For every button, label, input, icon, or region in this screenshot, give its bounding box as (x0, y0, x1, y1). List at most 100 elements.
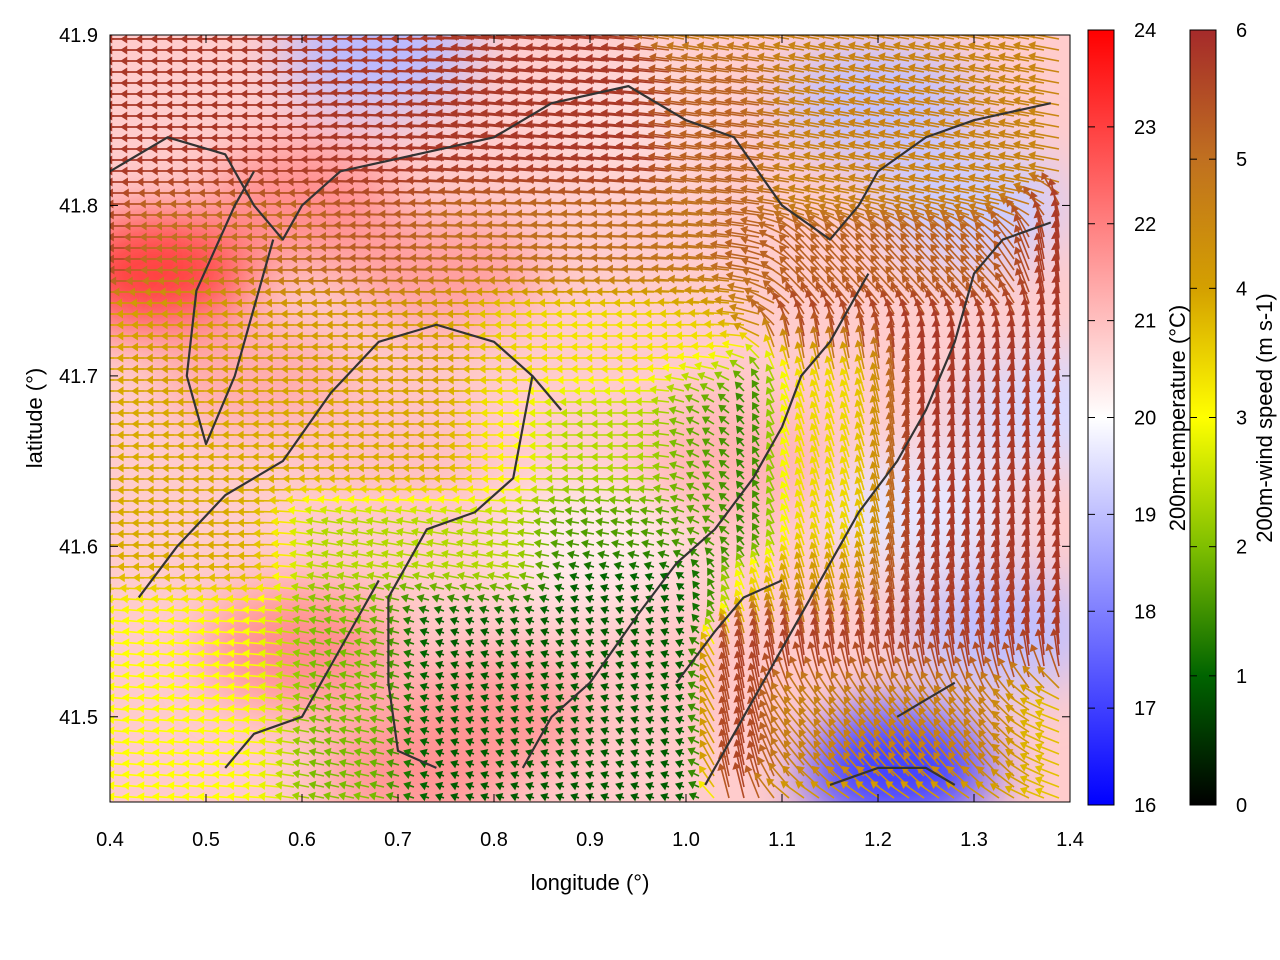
wind-arrow (555, 130, 595, 140)
wind-arrow (555, 163, 595, 173)
wind-arrow (600, 152, 640, 162)
wind-arrow (510, 141, 550, 151)
wind-arrow (405, 65, 445, 75)
wind-colorbar-label: 200m-wind speed (m s-1) (1252, 293, 1277, 542)
x-tick-label: 1.0 (672, 829, 700, 851)
wind-arrow (540, 35, 580, 41)
wind-arrow (600, 97, 640, 107)
wind-arrow (601, 175, 640, 185)
wind-arrow (540, 152, 580, 162)
colorbar-tick-label: 17 (1134, 698, 1156, 720)
wind-arrow (406, 175, 445, 185)
colorbar-tick-label: 18 (1134, 601, 1156, 623)
wind-arrow (110, 269, 115, 271)
wind-arrow (1012, 41, 1045, 51)
wind-arrow (405, 76, 445, 86)
temperature-region (303, 384, 493, 505)
wind-arrow (420, 76, 460, 86)
wind-arrow (465, 75, 505, 85)
wind-arrow (110, 280, 115, 282)
wind-arrow (600, 141, 640, 151)
wind-arrow (480, 163, 520, 173)
wind-arrow (511, 175, 550, 185)
x-tick-label: 1.3 (960, 829, 988, 851)
wind-arrow (420, 65, 460, 75)
wind-arrow (1028, 151, 1060, 161)
wind-arrow (1012, 96, 1045, 106)
wind-arrow (1012, 140, 1045, 150)
wind-arrow (110, 159, 115, 161)
wind-arrow (525, 35, 565, 41)
wind-arrow (435, 64, 475, 74)
wind-arrow (110, 93, 115, 95)
x-tick-label: 0.5 (192, 829, 220, 851)
wind-arrow (1028, 107, 1060, 117)
wind-arrow (435, 35, 475, 42)
wind-arrow (570, 86, 610, 96)
wind-arrow (510, 53, 550, 63)
wind-arrow (570, 64, 610, 74)
y-axis-label: latitude (°) (22, 368, 47, 469)
wind-arrow (555, 152, 595, 162)
wind-arrow (540, 53, 580, 63)
wind-arrow (1012, 151, 1045, 161)
wind-arrow (435, 164, 475, 174)
wind-arrow (600, 75, 640, 85)
wind-arrow (480, 42, 520, 52)
wind-arrow (420, 98, 460, 108)
wind-arrow (1012, 118, 1045, 128)
wind-arrow (541, 175, 580, 185)
wind-arrow (450, 108, 490, 118)
wind-arrow (600, 130, 640, 140)
wind-arrow (110, 126, 115, 128)
wind-arrow (525, 53, 565, 63)
wind-arrow (555, 53, 595, 63)
wind-arrow (997, 173, 1030, 183)
wind-arrow (570, 108, 610, 118)
wind-arrow (110, 247, 115, 249)
wind-arrow (465, 152, 505, 162)
wind-arrow (110, 137, 115, 139)
wind-arrow (570, 42, 610, 52)
wind-arrow (1028, 41, 1060, 51)
wind-arrow (495, 163, 535, 173)
wind-arrow (1028, 85, 1060, 95)
wind-arrow (450, 53, 490, 63)
x-tick-label: 0.4 (96, 829, 124, 851)
wind-arrow (556, 175, 595, 185)
temperature-region (322, 707, 513, 802)
colorbar-tick-label: 21 (1134, 311, 1156, 333)
wind-arrow (540, 86, 580, 96)
wind-arrow (570, 97, 610, 107)
wind-arrow (495, 97, 535, 107)
wind-arrow (570, 141, 610, 151)
wind-arrow (465, 64, 505, 74)
colorbar-tick-label: 23 (1134, 117, 1156, 139)
wind-arrow (495, 35, 535, 41)
wind-arrow (435, 152, 475, 162)
wind-arrow (480, 97, 520, 107)
wind-arrow (510, 64, 550, 74)
wind-arrow (525, 141, 565, 151)
wind-arrow (110, 236, 115, 238)
wind-arrow (585, 97, 625, 107)
wind-arrow (1012, 129, 1045, 139)
wind-arrow (480, 130, 520, 140)
wind-arrow (451, 175, 490, 185)
x-tick-label: 0.7 (384, 829, 412, 851)
wind-arrow (526, 175, 565, 185)
y-tick-label: 41.8 (59, 195, 98, 217)
wind-arrow (495, 141, 535, 151)
wind-arrow (570, 130, 610, 140)
wind-arrow (465, 35, 505, 41)
colorbar-tick-label: 6 (1236, 20, 1247, 42)
colorbar-tick-label: 1 (1236, 666, 1247, 688)
wind-arrow (1012, 85, 1045, 95)
wind-arrow (615, 141, 655, 151)
wind-arrow (465, 163, 505, 173)
colorbar-tick-label: 0 (1236, 795, 1247, 817)
wind-arrow (1012, 52, 1045, 62)
wind-arrow (585, 53, 625, 63)
wind-arrow (525, 75, 565, 85)
